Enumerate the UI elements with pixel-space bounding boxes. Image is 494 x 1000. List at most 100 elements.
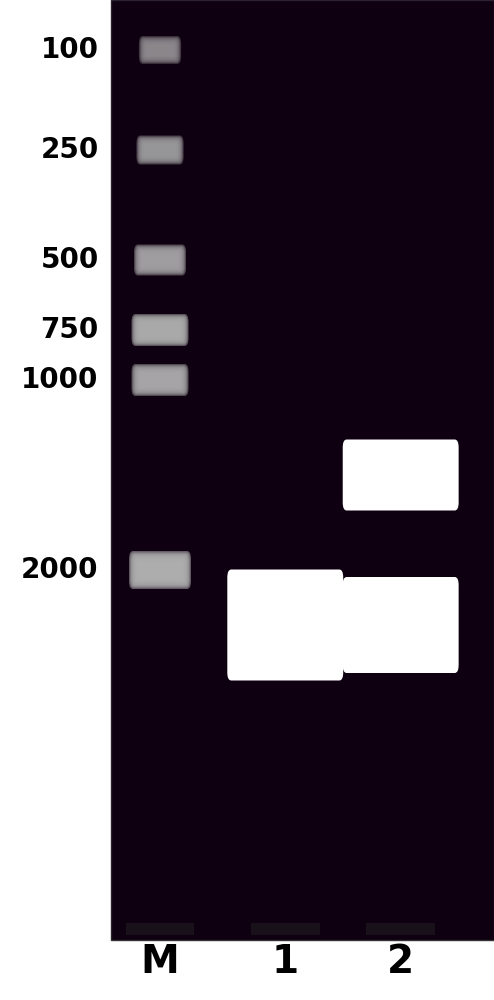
Bar (251, 923, 320, 935)
FancyBboxPatch shape (349, 587, 453, 663)
Text: 750: 750 (41, 316, 99, 344)
FancyBboxPatch shape (140, 140, 180, 160)
FancyBboxPatch shape (142, 142, 178, 158)
FancyBboxPatch shape (233, 581, 337, 669)
FancyBboxPatch shape (144, 42, 176, 58)
FancyBboxPatch shape (138, 249, 182, 271)
FancyBboxPatch shape (361, 462, 441, 488)
FancyBboxPatch shape (142, 253, 178, 267)
FancyBboxPatch shape (345, 580, 456, 670)
FancyBboxPatch shape (136, 247, 184, 273)
FancyBboxPatch shape (132, 315, 187, 345)
FancyBboxPatch shape (359, 604, 443, 646)
FancyBboxPatch shape (139, 322, 181, 338)
FancyBboxPatch shape (244, 601, 327, 649)
FancyBboxPatch shape (347, 445, 454, 505)
Text: M: M (141, 943, 179, 981)
FancyBboxPatch shape (135, 246, 185, 274)
FancyBboxPatch shape (141, 39, 179, 61)
Text: 1000: 1000 (21, 366, 99, 394)
FancyBboxPatch shape (351, 591, 451, 659)
FancyBboxPatch shape (137, 370, 183, 390)
FancyBboxPatch shape (141, 38, 179, 62)
FancyBboxPatch shape (141, 141, 179, 159)
FancyBboxPatch shape (240, 593, 331, 657)
FancyBboxPatch shape (140, 37, 180, 63)
FancyBboxPatch shape (135, 367, 185, 393)
FancyBboxPatch shape (138, 321, 182, 339)
FancyBboxPatch shape (139, 250, 181, 270)
FancyBboxPatch shape (136, 559, 184, 581)
Text: 1: 1 (272, 943, 299, 981)
Text: 100: 100 (41, 36, 99, 64)
Text: 250: 250 (41, 136, 99, 164)
FancyBboxPatch shape (229, 573, 341, 677)
FancyBboxPatch shape (138, 371, 182, 389)
FancyBboxPatch shape (136, 319, 184, 341)
FancyBboxPatch shape (135, 317, 185, 343)
FancyBboxPatch shape (363, 611, 439, 639)
FancyBboxPatch shape (139, 563, 181, 577)
FancyBboxPatch shape (145, 43, 175, 57)
FancyBboxPatch shape (142, 40, 178, 60)
FancyBboxPatch shape (138, 562, 182, 578)
FancyBboxPatch shape (136, 369, 184, 391)
FancyBboxPatch shape (137, 137, 183, 163)
FancyBboxPatch shape (139, 36, 181, 64)
FancyBboxPatch shape (357, 457, 445, 493)
FancyBboxPatch shape (140, 251, 180, 269)
FancyBboxPatch shape (353, 594, 449, 656)
FancyBboxPatch shape (131, 364, 189, 396)
FancyBboxPatch shape (361, 608, 441, 642)
FancyBboxPatch shape (134, 316, 186, 344)
Text: 2000: 2000 (21, 556, 99, 584)
FancyBboxPatch shape (137, 248, 183, 272)
FancyBboxPatch shape (138, 138, 182, 162)
FancyBboxPatch shape (143, 143, 177, 157)
Text: 2: 2 (387, 943, 414, 981)
FancyBboxPatch shape (131, 554, 189, 586)
Bar (111, 0, 494, 940)
Bar (366, 923, 435, 935)
FancyBboxPatch shape (355, 598, 447, 652)
Bar (111, 0, 494, 940)
FancyBboxPatch shape (343, 577, 458, 673)
FancyBboxPatch shape (131, 314, 189, 346)
FancyBboxPatch shape (137, 320, 183, 340)
FancyBboxPatch shape (347, 584, 454, 666)
FancyBboxPatch shape (357, 601, 445, 649)
FancyBboxPatch shape (135, 558, 185, 582)
FancyBboxPatch shape (139, 372, 181, 388)
FancyBboxPatch shape (242, 597, 329, 653)
FancyBboxPatch shape (134, 556, 186, 584)
Text: 500: 500 (41, 246, 99, 274)
FancyBboxPatch shape (140, 373, 180, 387)
FancyBboxPatch shape (134, 244, 186, 275)
FancyBboxPatch shape (359, 460, 443, 490)
FancyBboxPatch shape (143, 41, 177, 59)
FancyBboxPatch shape (363, 465, 439, 485)
FancyBboxPatch shape (136, 135, 184, 164)
FancyBboxPatch shape (227, 570, 343, 680)
FancyBboxPatch shape (141, 252, 179, 268)
FancyBboxPatch shape (235, 585, 335, 665)
FancyBboxPatch shape (134, 366, 186, 394)
Bar (125, 923, 195, 935)
FancyBboxPatch shape (140, 323, 180, 337)
FancyBboxPatch shape (349, 447, 453, 503)
FancyBboxPatch shape (247, 609, 323, 641)
FancyBboxPatch shape (351, 450, 451, 500)
FancyBboxPatch shape (129, 551, 191, 589)
FancyBboxPatch shape (130, 552, 190, 588)
FancyBboxPatch shape (139, 139, 181, 161)
FancyBboxPatch shape (132, 555, 188, 585)
FancyBboxPatch shape (231, 577, 339, 673)
FancyBboxPatch shape (132, 365, 187, 395)
FancyBboxPatch shape (238, 589, 333, 661)
FancyBboxPatch shape (355, 455, 447, 495)
FancyBboxPatch shape (345, 442, 456, 508)
FancyBboxPatch shape (137, 560, 183, 580)
FancyBboxPatch shape (246, 605, 325, 645)
FancyBboxPatch shape (353, 452, 449, 498)
FancyBboxPatch shape (343, 440, 458, 510)
